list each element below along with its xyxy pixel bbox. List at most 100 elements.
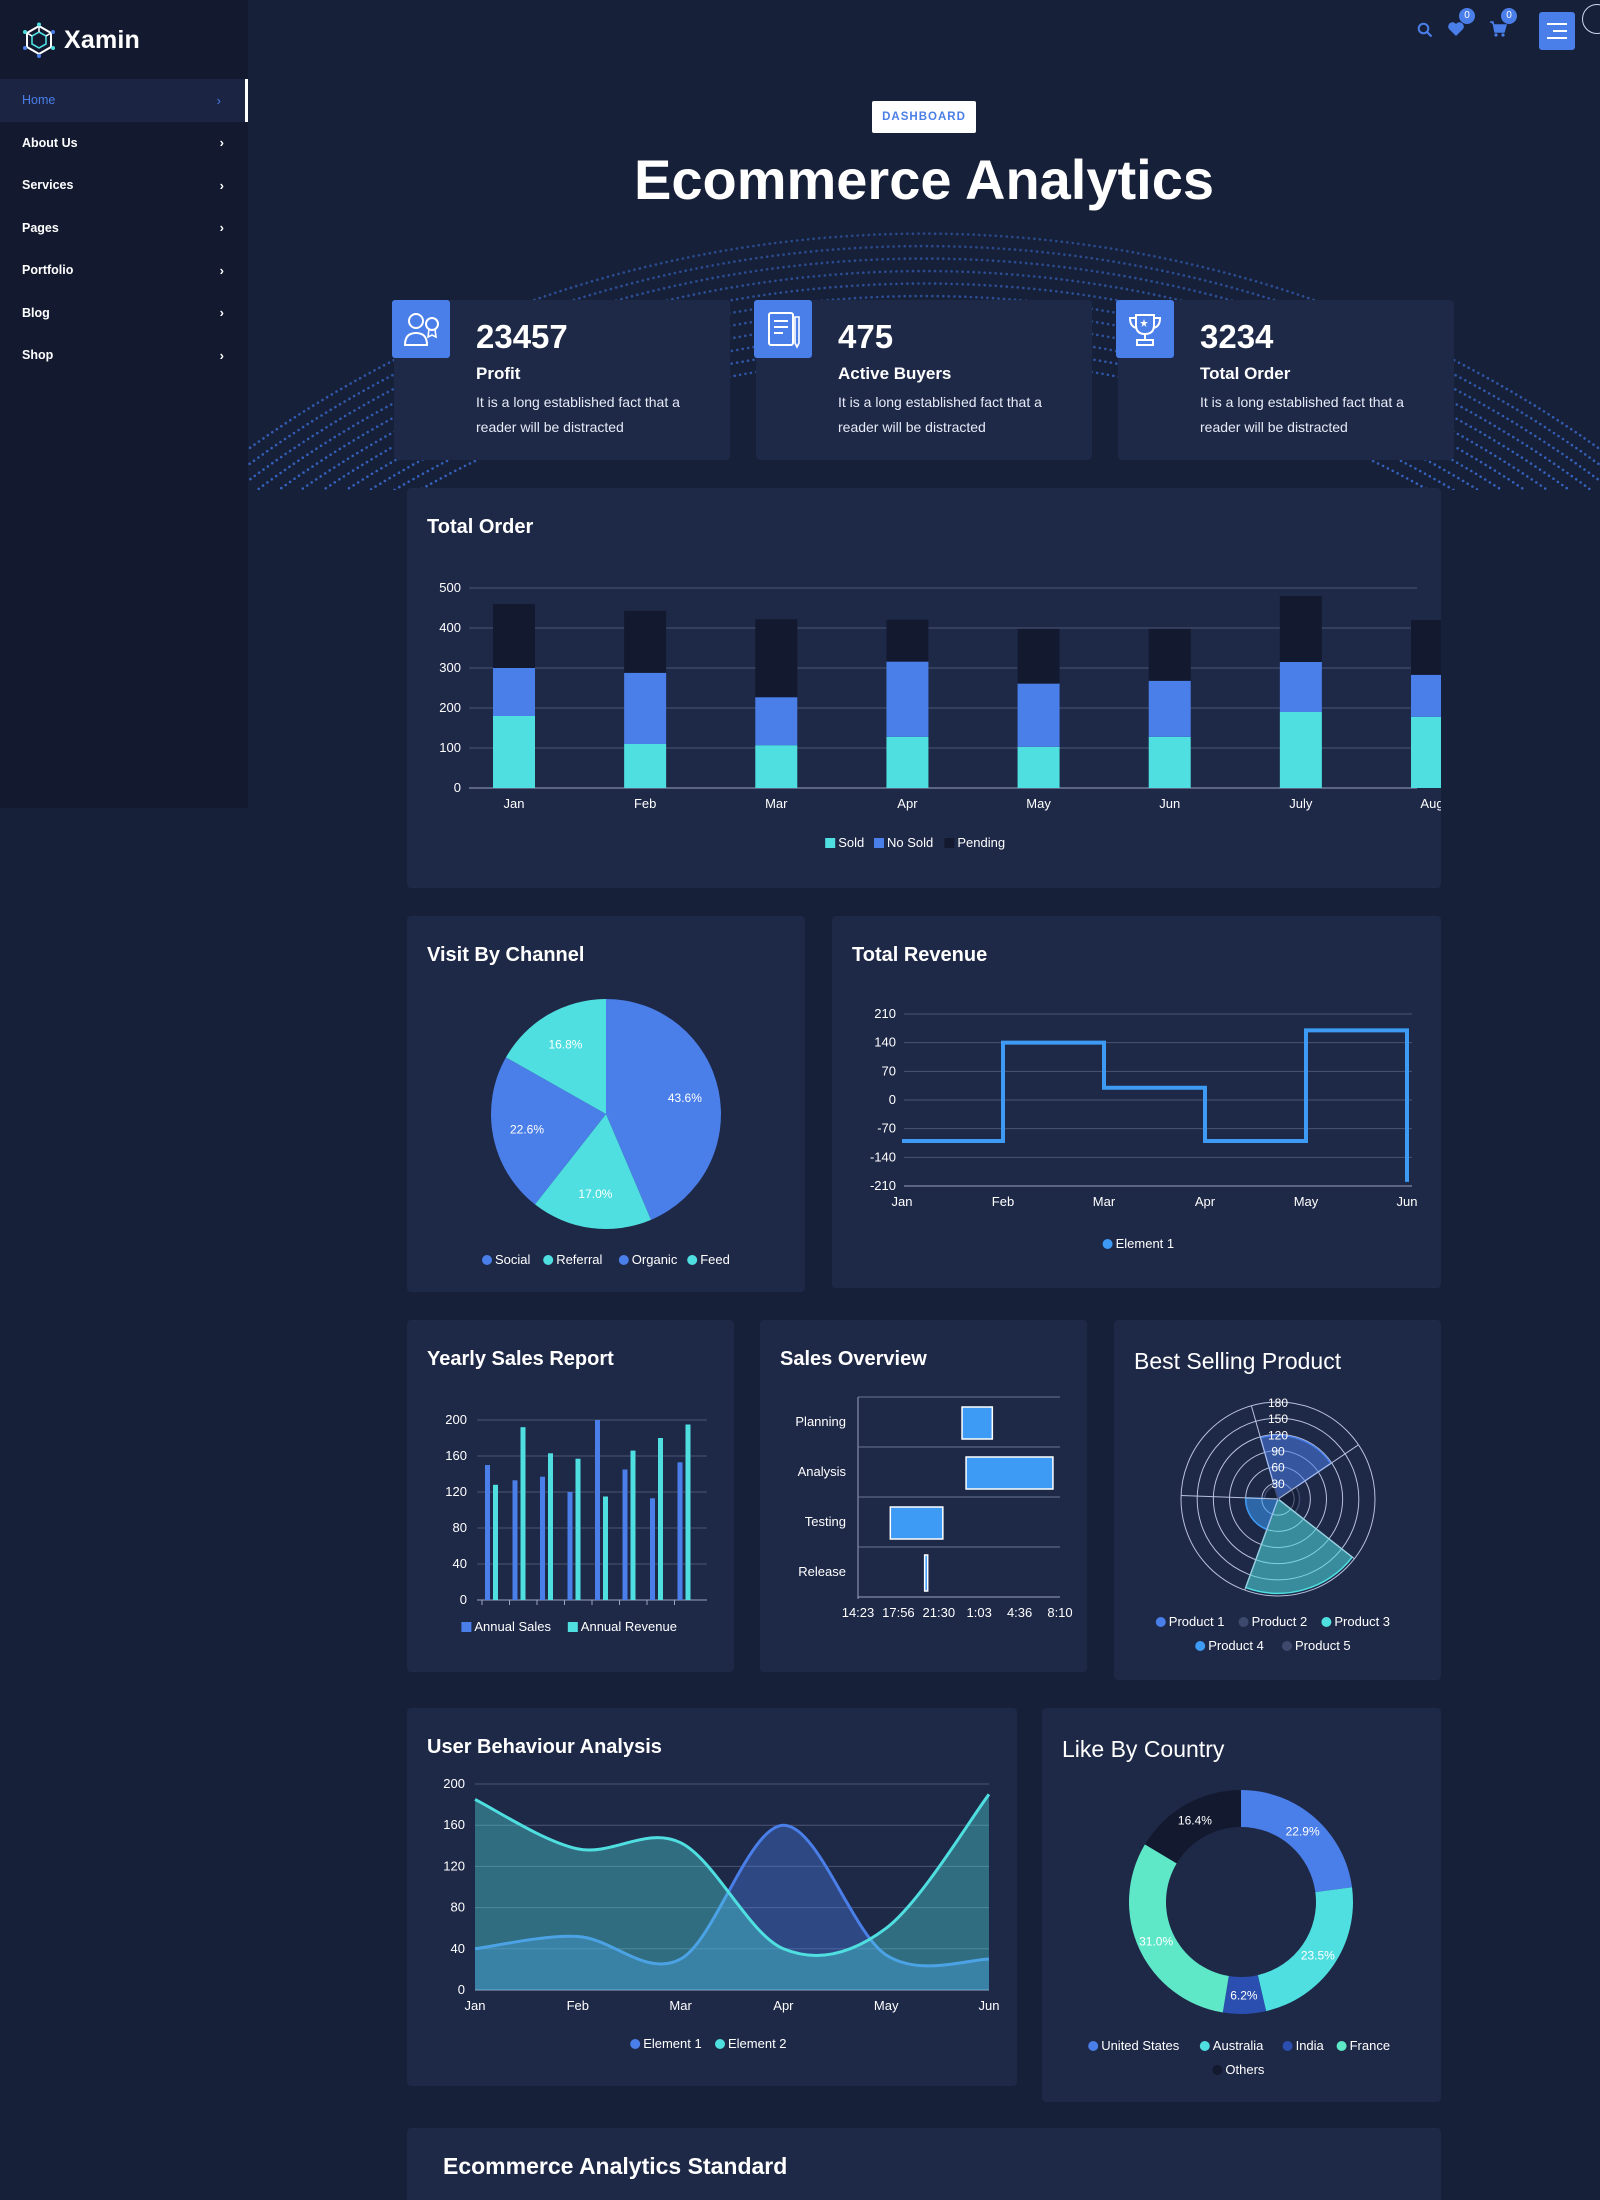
polar-spoke [1277,1444,1359,1500]
bar-sold [493,716,535,788]
bar-pending [886,619,929,662]
radial-tick-label: 120 [1268,1428,1288,1442]
y-tick-label: 200 [439,700,461,715]
legend-marker [1282,2041,1293,2051]
panel-title: Visit By Channel [427,944,585,966]
x-tick-label: 4:36 [1007,1605,1032,1620]
bar-no-sold [1279,662,1322,712]
bar-annual-sales [540,1476,545,1600]
x-tick-label: Jan [504,796,525,811]
timeline-bar [961,1406,994,1440]
area-line [474,1823,990,1968]
bar-annual-sales [485,1465,490,1600]
search-icon[interactable] [1417,22,1433,38]
legend-marker [825,838,836,848]
panel-title: User Behaviour Analysis [427,1736,662,1758]
legend-marker [630,2039,641,2049]
panel-title: Yearly Sales Report [427,1348,614,1370]
chevron-right-icon: › [219,220,224,236]
x-tick-label: Apr [1195,1194,1216,1209]
bar-no-sold [1017,683,1060,747]
x-tick-label: Feb [992,1194,1014,1209]
legend-marker [461,1622,472,1632]
user-behaviour-panel: User Behaviour Analysis 0 40 80 120 160 200 Ja… [407,1708,1017,2086]
legend-marker [618,1255,629,1265]
legend-label: Product 2 [1252,1614,1308,1629]
donut-slice [1257,1887,1353,2012]
sales-overview-panel: Sales Overview Planning Analysis Testing Re… [760,1320,1087,1672]
nav-label: Portfolio [22,263,74,278]
scroll-indicator[interactable] [1582,4,1600,34]
bar-annual-sales [512,1480,518,1600]
radial-tick-label: 150 [1268,1412,1288,1426]
y-tick-label: 210 [874,1006,896,1021]
legend-label: Sold [838,835,864,850]
bar-pending [624,610,667,673]
panel-title: Like By Country [1062,1736,1225,1762]
chevron-right-icon: › [219,177,224,193]
legend-marker [715,2039,725,2049]
legend-label: Element 1 [1116,1236,1175,1251]
brand-logo[interactable]: Xamin [22,22,140,58]
y-tick-label: 100 [439,740,461,755]
bar-sold [1411,716,1441,788]
x-tick-label: Feb [567,1998,589,2013]
polar-spoke [1250,1405,1279,1500]
category-label: Testing [805,1514,846,1529]
bar-annual-sales [650,1498,655,1600]
timeline-bar [965,1456,1054,1490]
bar-annual-revenue [630,1450,636,1600]
menu-line [1547,37,1567,39]
legend-label: Pending [957,835,1005,850]
pie-slice-feed [505,999,606,1114]
legend-marker [1102,1239,1113,1249]
total-revenue-chart: -210 -140 -70 0 70 140 210 Jan Feb Mar Apr May Jun El… [870,1006,1418,1251]
bar-no-sold [1411,674,1441,717]
y-tick-label: 500 [439,580,461,595]
cart-button[interactable]: 0 [1489,8,1517,38]
polar-spoke [1181,1495,1279,1500]
total-revenue-panel: Total Revenue -210 -140 -70 0 70 140 210 Jan Feb… [832,916,1441,1288]
bar-pending [1017,628,1060,684]
bar-annual-revenue [575,1458,581,1600]
pie-slice-referral [534,1114,652,1229]
x-tick-label: Mar [765,796,788,811]
menu-icon[interactable] [1539,12,1575,50]
polar-slice [1259,1434,1332,1501]
nav-item-pages[interactable]: Pages › [0,207,248,250]
best-selling-chart: 30 60 90 120 150 180 Product 1 Product 2 Product… [1155,1396,1390,1653]
cart-count-badge: 0 [1501,8,1517,24]
nav-item-shop[interactable]: Shop › [0,334,248,377]
nav-label: Blog [22,305,50,320]
y-tick-label: 300 [439,660,461,675]
nav-item-portfolio[interactable]: Portfolio › [0,249,248,292]
nav-item-about-us[interactable]: About Us › [0,122,248,165]
bar-pending [755,619,798,698]
legend-label: Others [1225,2062,1265,2077]
legend-marker [1336,2041,1347,2051]
cart-icon [1490,21,1507,37]
nav-label: Services [22,178,74,193]
visit-by-channel-chart: 43.6% 17.0% 22.6% 16.8% Social Referral Organi… [482,999,730,1267]
slice-label: 16.4% [1178,1814,1212,1828]
legend-label: Element 1 [643,2036,702,2051]
bar-annual-revenue [493,1484,498,1600]
document-icon [754,300,812,358]
x-tick-label: July [1289,796,1313,811]
like-by-country-chart: 22.9% 23.5% 6.2% 31.0% 16.4% United States Aus… [1088,1790,1390,2077]
stat-value: 475 [838,318,894,355]
radial-tick-label: 90 [1271,1445,1285,1459]
legend-marker [1321,1617,1332,1627]
legend-marker [567,1622,578,1632]
nav-item-blog[interactable]: Blog › [0,292,248,335]
wishlist-button[interactable]: 0 [1447,8,1475,38]
nav-item-services[interactable]: Services › [0,164,248,207]
bar-pending [1148,628,1191,681]
bar-pending [493,604,535,668]
user-behaviour-chart: 0 40 80 120 160 200 Jan Feb Mar Apr May Jun Element … [443,1776,999,2051]
legend-label: Annual Sales [474,1619,551,1634]
nav-item-home[interactable]: Home › [0,79,248,122]
legend-label: France [1350,2038,1390,2053]
polar-slice [1244,1497,1354,1595]
legend-label: Feed [700,1252,730,1267]
